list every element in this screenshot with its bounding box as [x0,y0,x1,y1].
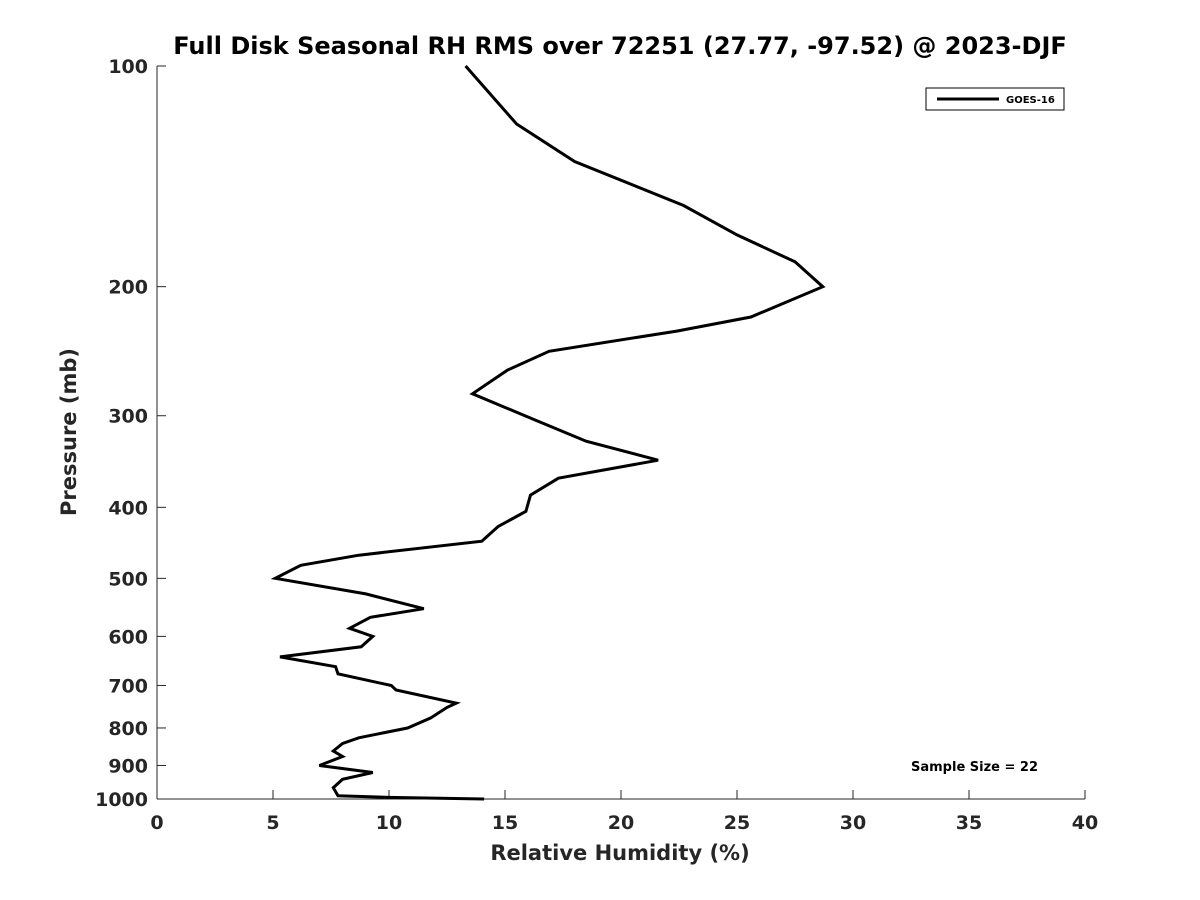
y-tick-label: 500 [108,568,148,590]
x-tick-label: 40 [1072,812,1098,834]
y-tick-label: 900 [108,755,148,777]
y-axis-label: Pressure (mb) [57,348,81,516]
y-tick-label: 1000 [95,789,148,811]
x-tick-label: 35 [956,812,982,834]
y-tick-label: 600 [108,626,148,648]
y-tick-label: 300 [108,406,148,428]
x-tick-label: 0 [150,812,163,834]
x-tick-label: 25 [724,812,750,834]
y-tick-label: 100 [108,56,148,78]
y-tick-label: 400 [108,497,148,519]
y-tick-label: 700 [108,675,148,697]
x-tick-label: 5 [266,812,279,834]
x-tick-label: 15 [492,812,518,834]
plot-area [156,66,1085,800]
chart-title: Full Disk Seasonal RH RMS over 72251 (27… [173,32,1067,60]
x-tick-label: 10 [376,812,402,834]
series-line-goes-16 [270,65,826,801]
y-axis-ticks: 100 200 300 400 500 600 700 800 900 1000 [95,56,166,811]
legend: GOES-16 [925,87,1065,111]
x-tick-label: 30 [840,812,866,834]
y-tick-label: 800 [108,718,148,740]
y-tick-label: 200 [108,277,148,299]
x-axis-ticks: 0 5 10 15 20 25 30 35 40 [150,790,1098,834]
x-axis-label: Relative Humidity (%) [490,841,749,865]
sample-size-annotation: Sample Size = 22 [911,760,1038,775]
legend-label-goes-16: GOES-16 [1006,95,1055,106]
x-tick-label: 20 [608,812,634,834]
